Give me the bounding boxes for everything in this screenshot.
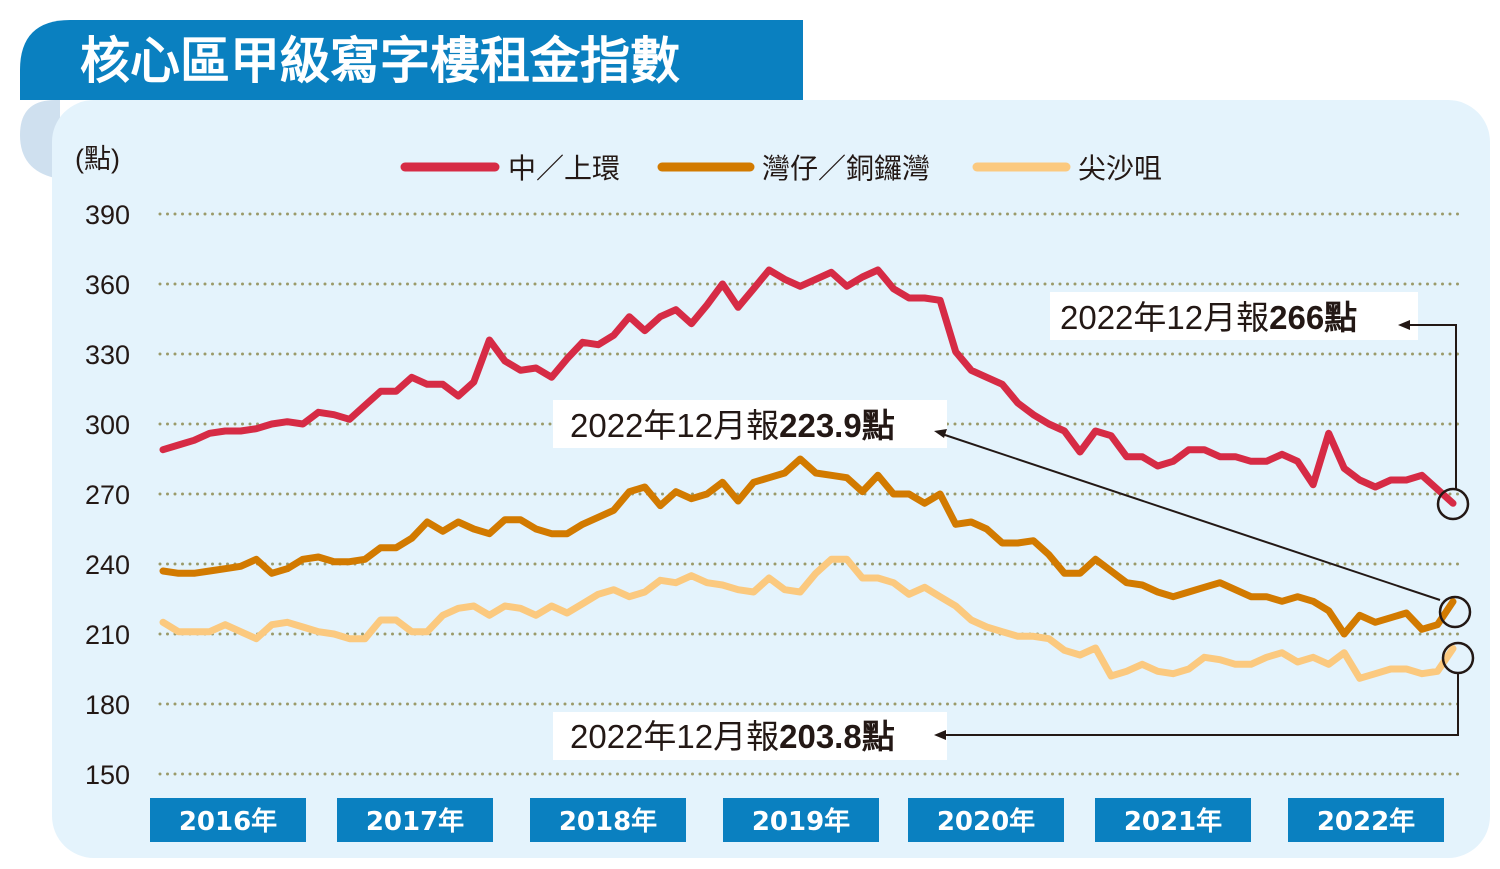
annotation-value: 203.8點: [779, 718, 895, 755]
series-line-central: [159, 266, 1457, 507]
x-tick-label: 2016年: [179, 806, 277, 837]
x-tick-label: 2018年: [559, 806, 657, 837]
y-tick-label: 150: [85, 760, 130, 790]
x-tick-box: [1095, 798, 1251, 842]
y-tick-label: 360: [85, 270, 130, 300]
legend-label-tst: 尖沙咀: [1078, 152, 1162, 185]
title-banner: [20, 20, 803, 100]
annotation-circle: [1438, 595, 1472, 629]
annotation-wanchai: 2022年12月報223.9點: [553, 400, 1472, 629]
x-tick-box: [1288, 798, 1444, 842]
side-tab: [20, 100, 60, 178]
annotation-circle: [1441, 641, 1475, 675]
annotation-tst: 2022年12月報203.8點: [553, 641, 1475, 760]
y-tick-label: 390: [85, 200, 130, 230]
y-tick-label: 270: [85, 480, 130, 510]
y-tick-label: 210: [85, 620, 130, 650]
x-axis: 2016年 2017年 2018年 2019年 2020年 2021年 2022年: [150, 798, 1444, 842]
annotation-leader: [942, 673, 1459, 736]
x-tick-label: 2021年: [1124, 806, 1222, 837]
annotation-prefix: 2022年12月報: [570, 407, 779, 444]
legend-label-wanchai: 灣仔／銅鑼灣: [762, 152, 930, 185]
annotation-circle: [1436, 487, 1470, 521]
x-tick-box: [337, 798, 493, 842]
legend: 中／上環 灣仔／銅鑼灣 尖沙咀: [400, 152, 1162, 185]
y-tick-label: 330: [85, 340, 130, 370]
x-tick-label: 2019年: [752, 806, 850, 837]
series-line-wanchai: [159, 455, 1457, 638]
annotation-prefix: 2022年12月報: [570, 718, 779, 755]
annotation-value: 266點: [1269, 299, 1357, 336]
annotation-box: [553, 712, 947, 760]
annotation-text: 2022年12月報203.8點: [570, 718, 895, 755]
y-tick-label: 180: [85, 690, 130, 720]
annotation-leader: [1405, 324, 1457, 489]
x-tick-box: [150, 798, 306, 842]
series-lines: [159, 266, 1457, 682]
annotation-text: 2022年12月報266點: [1060, 299, 1357, 336]
annotation-prefix: 2022年12月報: [1060, 299, 1269, 336]
arrowhead-icon: [934, 730, 946, 740]
annotation-value: 223.9點: [779, 407, 895, 444]
x-tick-box: [908, 798, 1064, 842]
annotation-text: 2022年12月報223.9點: [570, 407, 895, 444]
y-tick-label: 300: [85, 410, 130, 440]
series-line-tst: [159, 555, 1457, 682]
arrowhead-icon: [1398, 320, 1410, 330]
annotation-central: 2022年12月報266點: [1050, 292, 1470, 521]
x-tick-label: 2017年: [366, 806, 464, 837]
x-tick-label: 2022年: [1317, 806, 1415, 837]
annotation-box: [553, 400, 947, 448]
x-tick-label: 2020年: [937, 806, 1035, 837]
arrowhead-icon: [934, 429, 947, 438]
y-unit-label: (點): [75, 144, 120, 174]
x-tick-box: [530, 798, 686, 842]
chart-title: 核心區甲級寫字樓租金指數: [80, 32, 680, 90]
x-tick-box: [723, 798, 879, 842]
y-axis: 390 360 330 300 270 240 210 180 150: [85, 200, 130, 790]
annotation-box: [1050, 292, 1418, 340]
grid: [158, 212, 1462, 776]
y-tick-label: 240: [85, 550, 130, 580]
legend-label-central: 中／上環: [508, 152, 620, 185]
annotation-leader: [941, 433, 1441, 601]
